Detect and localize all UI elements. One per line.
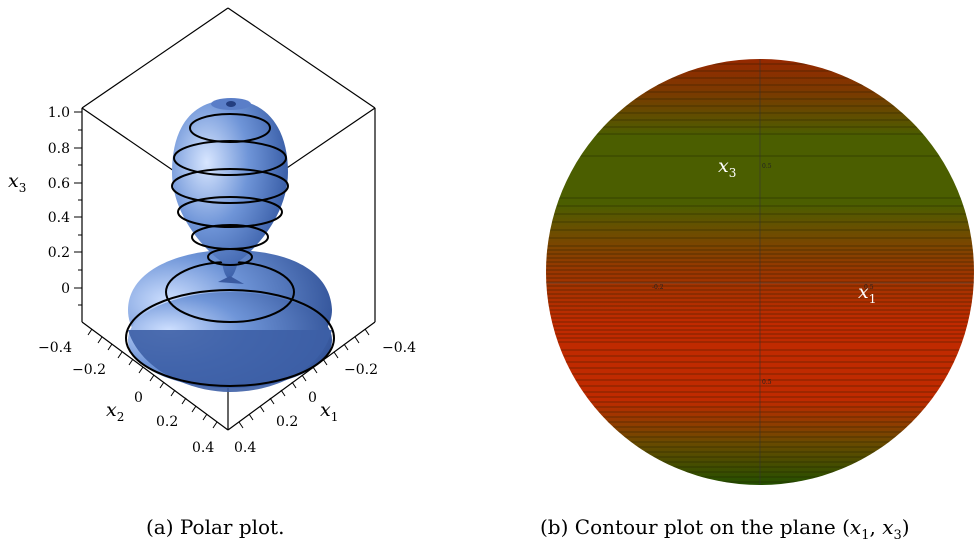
x2-axis-ticks: [87, 328, 218, 429]
tiny-tick-label: 0.5: [762, 163, 772, 170]
caption-b: (b) Contour plot on the plane (x1, x3): [540, 515, 910, 543]
x1-tick-label: 0.2: [276, 414, 298, 430]
x1-tick-label: 0: [308, 390, 317, 406]
z-tick-label: 0.2: [48, 245, 70, 261]
z-tick-label: 0.6: [48, 176, 70, 192]
x1-tick-label: 0.4: [234, 440, 256, 456]
z-tick-label: 0: [61, 281, 70, 297]
z-axis-label: x3: [8, 170, 26, 195]
tiny-tick-label: -0.2: [652, 284, 664, 291]
x2-tick-label: −0.4: [38, 340, 72, 356]
x2-tick-label: 0.2: [156, 414, 178, 430]
surface-lobe: [171, 98, 289, 284]
x2-tick-label: 0: [134, 390, 143, 406]
z-tick-label: 1.0: [48, 105, 70, 121]
x2-tick-label: 0.4: [192, 440, 214, 456]
z-axis: [74, 111, 82, 306]
surface-base: [125, 250, 335, 392]
x1-axis-label: x1: [320, 399, 338, 424]
z-tick-label: 0.8: [48, 141, 70, 157]
contour-plot: 0.5 0.5 -0.2 0.5 x3 x1: [546, 59, 974, 485]
caption-a: (a) Polar plot.: [146, 515, 285, 539]
tiny-tick-label: 0.5: [864, 284, 874, 291]
x1-tick-label: −0.2: [344, 362, 378, 378]
x1-axis-label: x1: [858, 281, 876, 306]
x1-tick-label: −0.4: [382, 340, 416, 356]
x2-axis-label: x2: [106, 399, 124, 424]
z-tick-label: 0.4: [48, 210, 70, 226]
x3-axis-label: x3: [718, 155, 736, 180]
x2-tick-label: −0.2: [72, 362, 106, 378]
x1-axis-ticks: [238, 328, 370, 429]
polar-plot: 1.0 0.8 0.6 0.4 0.2 0 x3 −0.4 −0.2 0 0.2…: [8, 7, 416, 456]
tiny-tick-label: 0.5: [762, 379, 772, 386]
